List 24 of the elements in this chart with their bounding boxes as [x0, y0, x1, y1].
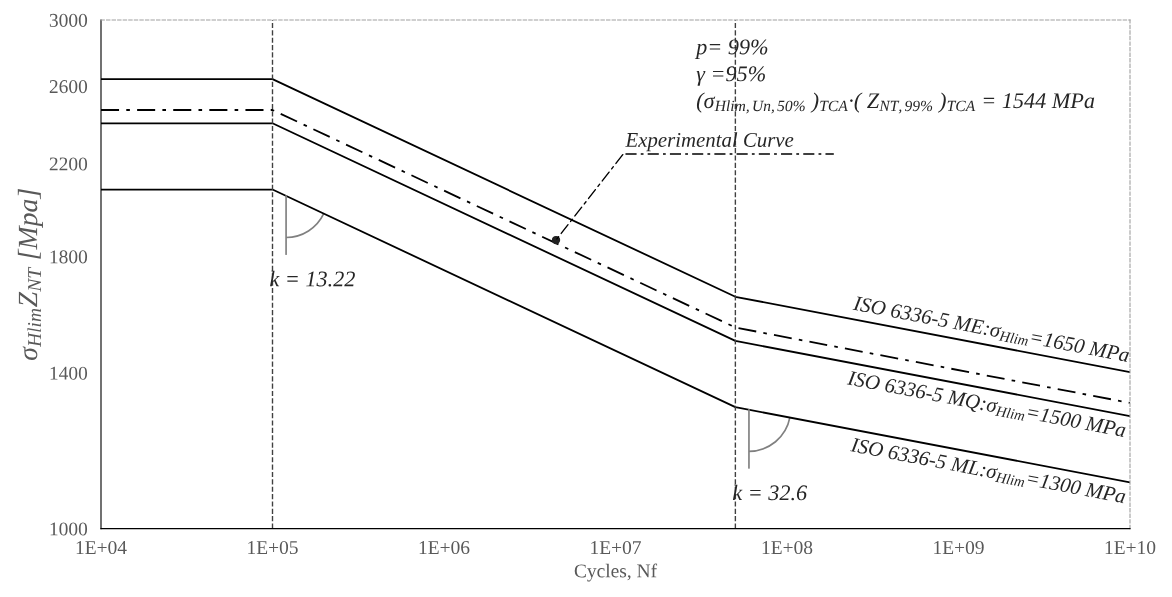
y-tick-label: 2200 [49, 157, 88, 171]
annotation: k = 32.6 [732, 484, 808, 501]
x-axis-title: Cycles, Nf [574, 563, 658, 582]
y-tick-label: 1800 [50, 250, 88, 264]
annotation: p= 99% [694, 39, 768, 59]
y-tick-label: 2600 [49, 80, 88, 94]
annotation: Experimental Curve [625, 132, 794, 152]
x-tick-label: 1E+04 [76, 540, 127, 555]
y-tick-label: 1000 [50, 522, 88, 536]
annotation: k = 13.22 [270, 270, 355, 287]
text: ISO 6336-5 ML:σ$_{Hlim}$=1300 MPa [849, 437, 1127, 507]
x-tick-label: 1E+09 [934, 540, 984, 555]
y-tick-label: 3000 [49, 13, 88, 27]
x-tick-label: 1E+05 [248, 540, 298, 555]
text: ISO 6336-5 MQ:σ$_{Hlim}$=1500 MPa [846, 370, 1126, 438]
text: ISO 6336-5 ME:σ$_{Hlim}$=1650 MPa [852, 295, 1130, 365]
text: (σ$_{Hlim,Un,50%}$ )$_{TCA}$·( Z$_{NT,99%}$ )$_{TCA}$ = 1544 MPa [696, 92, 1095, 114]
annotation: γ =95% [696, 66, 765, 86]
x-tick-label: 1E+08 [762, 540, 813, 555]
x-tick-label: 1E+10 [1105, 540, 1156, 555]
y-tick-label: 1400 [50, 366, 88, 380]
x-tick-label: 1E+07 [591, 540, 641, 555]
x-tick-label: 1E+06 [419, 540, 470, 555]
y-axis-title: σ$_{Hlim}$Z$_{NT}$ [Mpa] [17, 189, 43, 360]
